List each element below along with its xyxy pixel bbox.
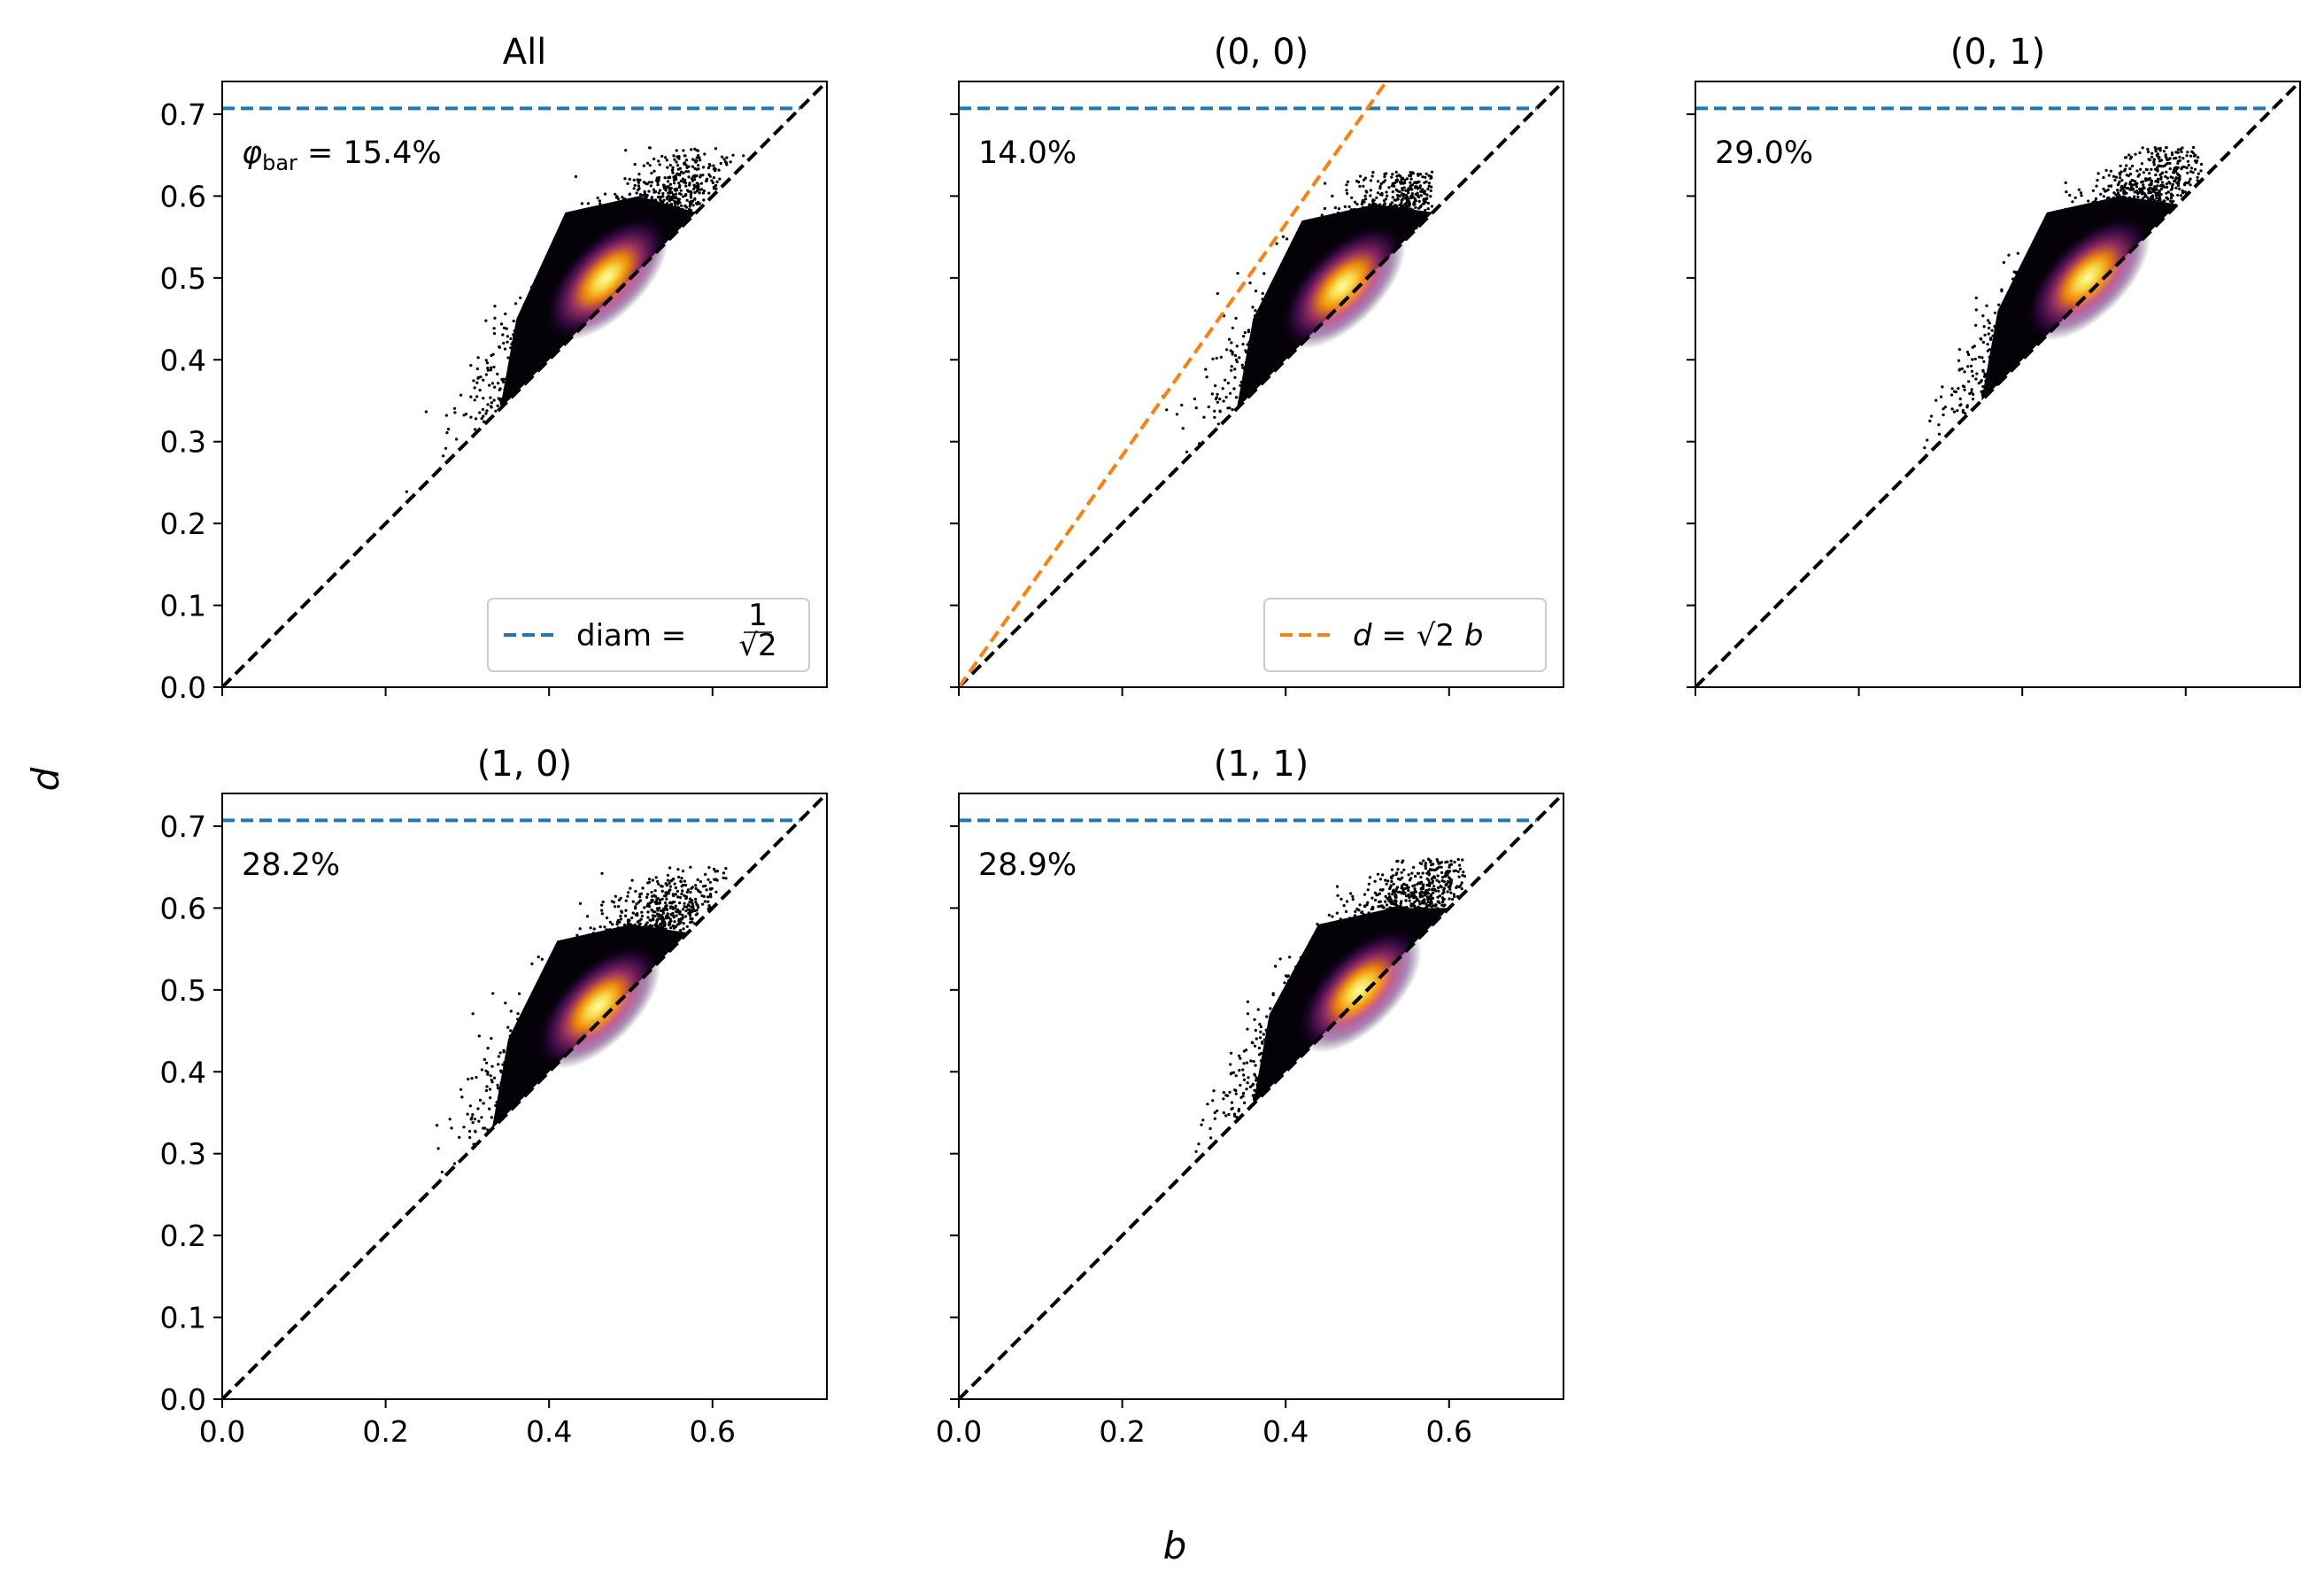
identity-line [1695, 81, 2300, 687]
plot-area [959, 793, 1563, 1399]
legend-label: diam = [576, 618, 686, 654]
density-peak [535, 943, 661, 1070]
y-tick-label: 0.0 [160, 670, 206, 705]
y-tick-label: 0.6 [160, 891, 206, 925]
axes-frame [1695, 81, 2301, 688]
fraction-annotation: 29.0% [1715, 135, 1813, 171]
y-tick-label: 0.7 [160, 809, 206, 844]
axes-frame [958, 81, 1564, 688]
panel-1-0: (1, 0) 0.0 0.2 0.4 0.6 0.0 0.1 0.2 0.3 0.4 0.5 0.6 0… [160, 744, 828, 1449]
y-tick-label: 0.1 [160, 589, 206, 623]
panel-title: (1, 1) [1214, 744, 1309, 785]
y-tick-label: 0.2 [160, 507, 206, 541]
sqrt2-line [959, 81, 1388, 687]
fraction-annotation: φbar = 15.4% [242, 135, 442, 175]
panel-title: (0, 0) [1214, 32, 1309, 73]
y-tick-label: 0.7 [160, 97, 206, 132]
x-tick-label: 0.2 [1099, 1414, 1145, 1449]
plot-area [959, 81, 1563, 687]
y-tick-label: 0.0 [160, 1382, 206, 1417]
y-tick-label: 0.2 [160, 1219, 206, 1253]
panel-title: (1, 0) [477, 744, 573, 785]
fraction-annotation: 14.0% [978, 135, 1077, 171]
x-tick-label: 0.0 [936, 1414, 982, 1449]
panel-title: (0, 1) [1950, 32, 2046, 73]
x-tick-label: 0.6 [690, 1414, 736, 1449]
panel-0-0: (0, 0) 14.0% d = √2 b [950, 32, 1564, 696]
x-tick-label: 0.2 [362, 1414, 408, 1449]
axes-frame [958, 793, 1564, 1400]
panel-1-1: (1, 1) 0.0 0.2 0.4 0.6 28.9% [936, 744, 1564, 1449]
x-axis-label: b [1163, 1524, 1187, 1567]
identity-line [959, 81, 1563, 687]
panel-all: All 0.0 0.1 0.2 0.3 0.4 0.5 0.6 0.7 φbar = 15.4% d… [160, 32, 828, 705]
plot-area [1695, 81, 2300, 687]
axes-frame [221, 81, 828, 688]
y-tick-label: 0.6 [160, 179, 206, 213]
plot-area [222, 81, 827, 687]
legend: diam = 1√2 [487, 598, 810, 672]
y-tick-label: 0.5 [160, 973, 206, 1008]
plot-area [222, 793, 827, 1399]
legend: d = √2 b [1263, 598, 1547, 672]
density-peak [1279, 223, 1406, 349]
density-peak [1296, 927, 1423, 1053]
y-tick-label: 0.4 [160, 343, 206, 377]
y-tick-label: 0.1 [160, 1301, 206, 1335]
legend-label: d = √2 b [1353, 618, 1483, 654]
x-tick-label: 0.4 [526, 1414, 572, 1449]
y-axis-label: d [24, 767, 67, 791]
x-tick-label: 0.6 [1426, 1414, 1472, 1449]
density-peak [543, 214, 669, 341]
legend-box [1263, 598, 1547, 672]
legend-frac-den: √2 [738, 628, 776, 663]
x-tick-label: 0.4 [1262, 1414, 1309, 1449]
y-tick-label: 0.5 [160, 261, 206, 296]
identity-line [222, 793, 827, 1399]
density-peak [2025, 214, 2150, 341]
legend-box [487, 598, 810, 672]
axes-frame [221, 793, 828, 1400]
identity-line [959, 793, 1563, 1399]
y-tick-label: 0.3 [160, 425, 206, 460]
panel-title: All [503, 32, 547, 73]
fraction-annotation: 28.9% [978, 847, 1077, 883]
identity-line [222, 81, 827, 687]
panel-0-1: (0, 1) 29.0% [1687, 32, 2301, 696]
y-tick-label: 0.4 [160, 1055, 206, 1089]
fraction-annotation: 28.2% [242, 847, 340, 883]
y-tick-label: 0.3 [160, 1137, 206, 1172]
legend-frac-num: 1 [748, 598, 768, 633]
x-tick-label: 0.0 [199, 1414, 245, 1449]
